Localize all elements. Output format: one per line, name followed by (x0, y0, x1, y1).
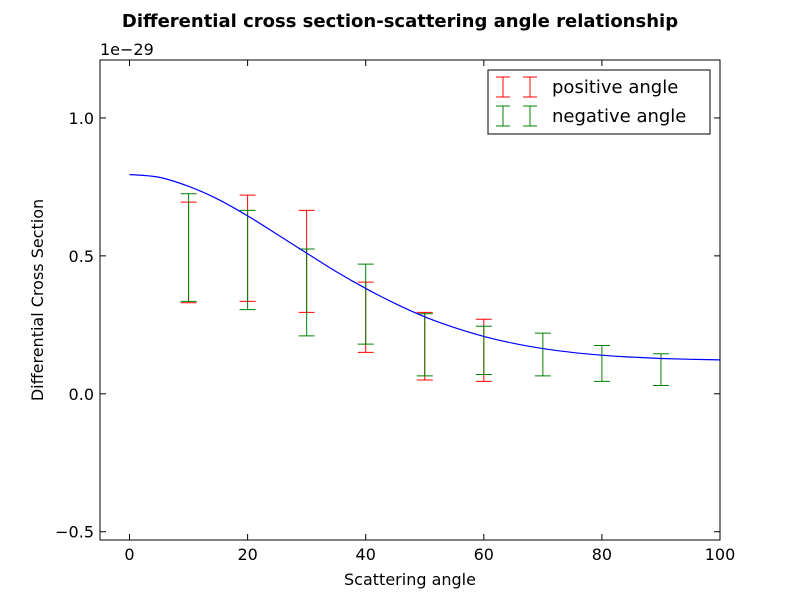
x-tick-label: 40 (356, 545, 376, 564)
x-tick-label: 0 (124, 545, 134, 564)
error-bar (416, 313, 433, 377)
x-axis-label: Scattering angle (344, 570, 476, 589)
legend-label: negative angle (552, 106, 686, 127)
y-offset-label: 1e−29 (100, 40, 154, 59)
error-bar (357, 263, 374, 345)
plot-frame (99, 59, 721, 541)
x-tick-label: 20 (237, 545, 257, 564)
legend-entry: negative angle (496, 105, 686, 127)
error-bar (475, 325, 492, 375)
y-axis-label: Differential Cross Section (28, 199, 47, 401)
fit-curve (129, 173, 721, 361)
chart-title: Differential cross section-scattering an… (122, 11, 678, 32)
legend-label: positive angle (552, 77, 678, 98)
legend: positive angle negative angle (487, 69, 711, 135)
y-tick-label: 0.5 (69, 247, 94, 266)
y-tick-label: 0.0 (69, 385, 94, 404)
legend-box (487, 69, 711, 135)
error-bar (593, 345, 610, 382)
y-tick-label: −0.5 (55, 523, 94, 542)
error-bar (534, 332, 551, 377)
error-bar (239, 209, 256, 311)
legend-entry: positive angle (496, 76, 678, 98)
x-tick-label: 80 (592, 545, 612, 564)
x-tick-label: 60 (474, 545, 494, 564)
y-tick-label: 1.0 (69, 109, 94, 128)
x-tick-label: 100 (705, 545, 736, 564)
plot-area (100, 60, 721, 540)
error-bar (298, 248, 315, 337)
error-bar (180, 193, 197, 302)
